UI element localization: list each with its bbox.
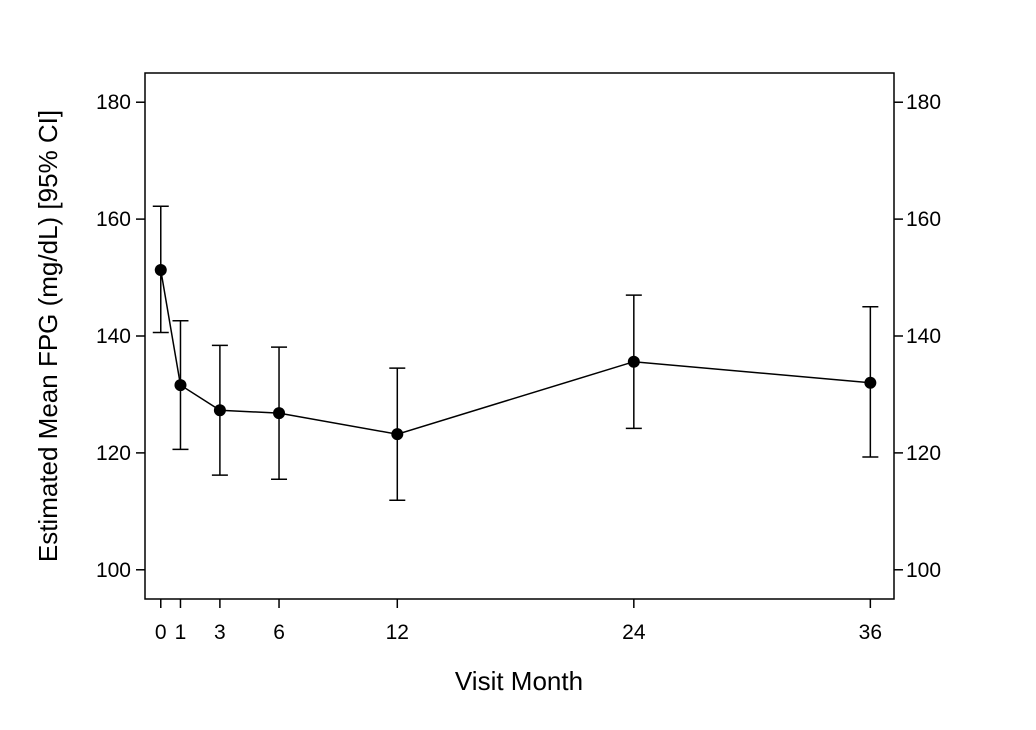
y-axis-title: Estimated Mean FPG (mg/dL) [95% CI] <box>33 110 63 562</box>
y-tick-label: 160 <box>96 208 131 231</box>
y-tick-label: 140 <box>96 325 131 348</box>
x-tick-label: 3 <box>214 621 226 644</box>
series-line-group <box>160 269 871 435</box>
y-right-tick-label: 120 <box>906 442 941 465</box>
x-tick-label: 24 <box>622 621 646 644</box>
y-axis-left: 100 120 140 160 180 <box>96 91 145 582</box>
x-tick-label: 6 <box>273 621 285 644</box>
y-right-tick-label: 140 <box>906 325 941 348</box>
x-tick-label: 12 <box>386 621 409 644</box>
data-point <box>273 407 286 420</box>
data-point <box>154 263 167 276</box>
y-right-tick-label: 100 <box>906 559 941 582</box>
y-tick-label: 120 <box>96 442 131 465</box>
x-axis-title: Visit Month <box>455 666 583 696</box>
data-point <box>627 355 640 368</box>
data-point <box>174 379 187 392</box>
y-tick-label: 180 <box>96 91 131 114</box>
data-point <box>391 428 404 441</box>
x-tick-label: 0 <box>155 621 167 644</box>
data-point <box>864 376 877 389</box>
y-axis-right: 100 120 140 160 180 <box>894 91 941 582</box>
x-tick-label: 36 <box>859 621 882 644</box>
data-point <box>213 404 226 417</box>
x-axis: 0 1 3 6 12 24 36 <box>155 599 882 644</box>
y-right-tick-label: 160 <box>906 208 941 231</box>
x-tick-label: 1 <box>175 621 187 644</box>
y-tick-label: 100 <box>96 559 131 582</box>
error-bars <box>152 205 879 501</box>
plot-frame <box>144 72 895 600</box>
y-right-tick-label: 180 <box>906 91 941 114</box>
series-line <box>160 269 871 435</box>
data-points <box>154 263 877 441</box>
